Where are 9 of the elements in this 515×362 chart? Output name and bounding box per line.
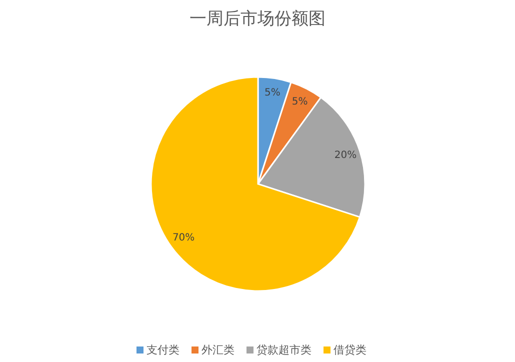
legend-label: 支付类 <box>146 344 180 356</box>
data-label: 20% <box>334 150 357 162</box>
data-label: 5% <box>292 96 308 108</box>
data-label: 5% <box>264 88 280 99</box>
data-label: 70% <box>172 232 195 244</box>
chart-title: 一周后市场份额图 <box>190 9 326 29</box>
legend-label: 外汇类 <box>202 344 234 356</box>
legend-label: 借贷类 <box>334 344 366 356</box>
legend-label: 贷款超市类 <box>256 344 312 356</box>
